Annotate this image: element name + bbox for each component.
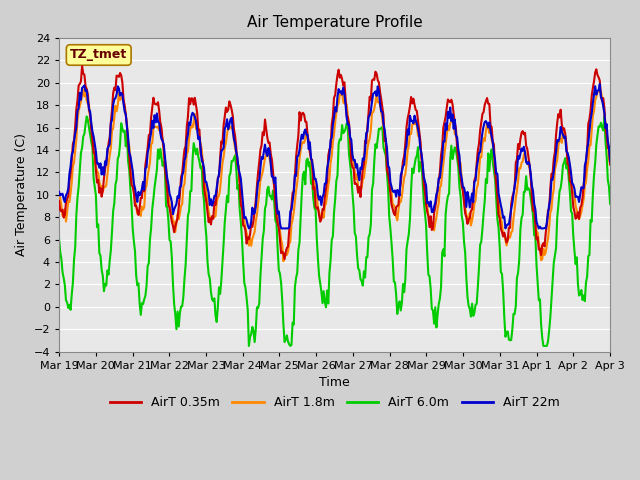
- Text: TZ_tmet: TZ_tmet: [70, 48, 127, 61]
- Legend: AirT 0.35m, AirT 1.8m, AirT 6.0m, AirT 22m: AirT 0.35m, AirT 1.8m, AirT 6.0m, AirT 2…: [105, 391, 564, 414]
- X-axis label: Time: Time: [319, 376, 350, 389]
- Y-axis label: Air Temperature (C): Air Temperature (C): [15, 133, 28, 256]
- Title: Air Temperature Profile: Air Temperature Profile: [247, 15, 422, 30]
